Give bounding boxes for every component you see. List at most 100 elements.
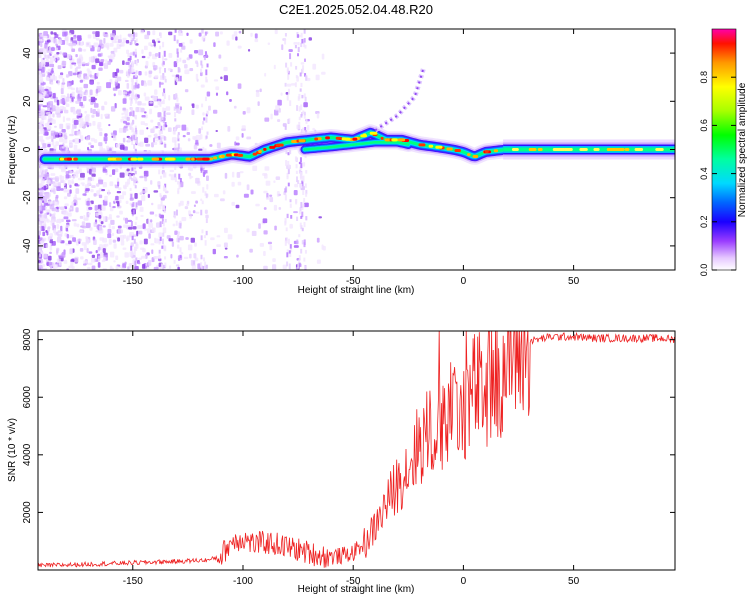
noise-speck (162, 232, 165, 237)
noise-speck (203, 56, 206, 61)
noise-speck (277, 99, 282, 106)
noise-speck (62, 31, 67, 37)
noise-speck (321, 71, 326, 75)
noise-speck (195, 211, 200, 214)
noise-speck (38, 230, 41, 236)
noise-speck (44, 193, 50, 199)
noise-speck (300, 184, 303, 188)
noise-speck (179, 178, 182, 183)
noise-speck (114, 78, 118, 83)
spectral-hotspot (493, 149, 499, 153)
noise-speck (303, 162, 306, 167)
noise-speck (73, 144, 78, 151)
noise-speck (299, 222, 302, 227)
noise-speck (99, 39, 103, 46)
noise-speck (68, 207, 73, 210)
noise-speck (132, 209, 135, 214)
noise-speck (127, 74, 130, 78)
noise-speck (205, 170, 208, 174)
noise-speck (88, 56, 94, 63)
noise-speck (223, 75, 228, 82)
noise-speck (206, 91, 211, 97)
spectral-hotspot (258, 150, 262, 154)
noise-speck (53, 32, 57, 35)
noise-speck (200, 198, 203, 202)
noise-speck (91, 114, 95, 118)
noise-speck (110, 37, 114, 41)
noise-speck (148, 70, 153, 74)
noise-speck (162, 41, 165, 48)
noise-speck (89, 168, 92, 175)
spectral-hotspot (190, 157, 195, 161)
noise-speck (295, 75, 298, 79)
noise-speck (163, 205, 166, 210)
noise-speck (116, 215, 120, 218)
noise-speck (58, 261, 62, 266)
noise-speck (83, 263, 87, 266)
noise-speck (163, 247, 166, 251)
noise-speck (258, 223, 261, 229)
noise-speck (119, 195, 125, 200)
spectral-hotspot (380, 136, 384, 140)
noise-speck (56, 52, 60, 55)
noise-speck (287, 169, 290, 175)
noise-speck (282, 264, 287, 270)
noise-speck (144, 137, 149, 144)
noise-speck (114, 168, 119, 173)
noise-speck (204, 31, 207, 36)
noise-speck (98, 67, 103, 71)
spectral-hotspot (115, 157, 121, 161)
noise-speck (198, 148, 203, 151)
noise-speck (84, 184, 90, 190)
noise-speck (206, 184, 209, 190)
noise-speck (95, 88, 99, 94)
noise-speck (51, 213, 56, 219)
noise-speck (202, 146, 205, 152)
noise-speck (158, 52, 161, 58)
spectral-hotspot (269, 145, 276, 149)
noise-speck (159, 101, 162, 107)
noise-speck (38, 131, 41, 135)
noise-speck (213, 109, 218, 114)
noise-speck (75, 100, 80, 104)
noise-speck (163, 125, 166, 131)
noise-speck (111, 226, 115, 230)
noise-speck (42, 143, 46, 149)
noise-speck (174, 29, 177, 33)
noise-speck (76, 131, 82, 136)
noise-speck (122, 191, 127, 196)
noise-speck (53, 58, 57, 62)
noise-speck (288, 164, 291, 168)
noise-speck (158, 68, 161, 74)
noise-speck (160, 263, 163, 268)
noise-speck (95, 58, 100, 64)
noise-speck (38, 200, 41, 207)
noise-speck (273, 64, 276, 70)
noise-speck (179, 57, 182, 62)
noise-speck (161, 218, 164, 224)
noise-speck (218, 54, 222, 59)
noise-speck (184, 64, 188, 69)
noise-speck (98, 142, 103, 147)
spectral-hotspot (606, 148, 617, 151)
noise-speck (125, 62, 130, 65)
noise-speck (184, 89, 189, 93)
noise-speck (139, 240, 143, 245)
noise-speck (153, 190, 159, 193)
noise-speck (263, 173, 268, 179)
noise-speck (132, 174, 135, 180)
noise-speck (65, 171, 70, 175)
noise-speck (178, 31, 181, 35)
noise-speck (147, 134, 152, 138)
noise-speck (140, 121, 145, 125)
noise-speck (44, 123, 50, 127)
noise-speck (233, 31, 238, 37)
noise-speck (110, 33, 115, 38)
noise-speck (49, 251, 52, 254)
noise-speck (300, 82, 303, 87)
noise-speck (71, 201, 75, 207)
noise-speck (177, 67, 180, 73)
noise-speck (235, 36, 238, 41)
noise-speck (255, 89, 260, 93)
noise-speck (183, 256, 189, 259)
